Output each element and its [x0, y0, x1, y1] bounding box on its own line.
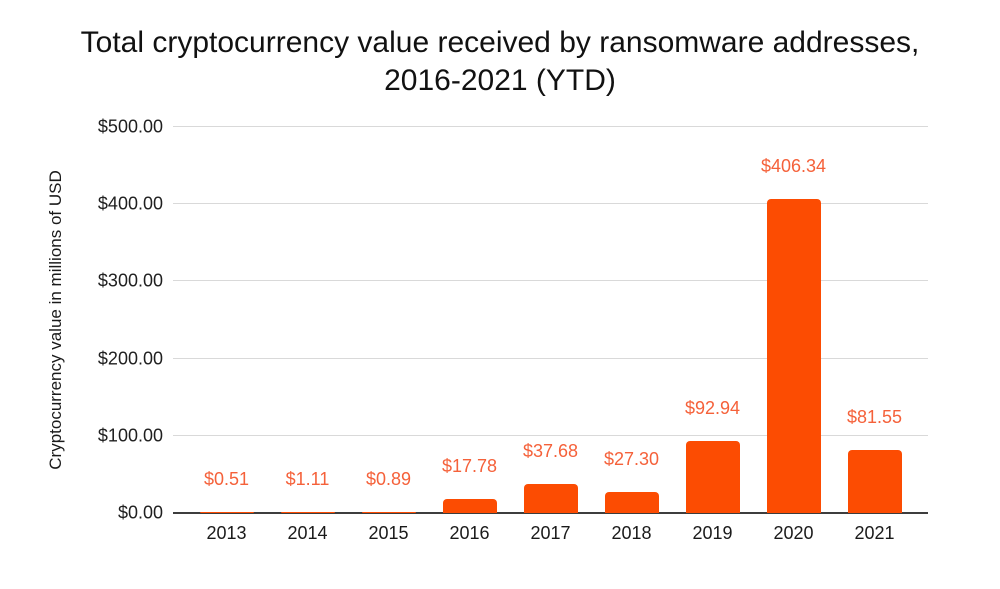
x-tick-label: 2014	[287, 523, 328, 543]
gridline	[173, 357, 928, 359]
bar-value-label: $27.30	[603, 449, 660, 469]
bar-slot: $17.78 2016	[429, 127, 510, 543]
bar-value-label: $0.51	[203, 469, 250, 489]
bar-2020	[766, 199, 821, 513]
bar-value-label: $1.11	[285, 469, 330, 489]
x-tick-label: 2016	[449, 523, 490, 543]
bar-2018	[604, 492, 659, 513]
y-axis-title: Cryptocurrency value in millions of USD	[46, 170, 65, 470]
x-tick-label: 2017	[530, 523, 571, 543]
bar-2013	[199, 512, 254, 513]
bar-2015	[361, 512, 416, 513]
bar-value-label: $81.55	[846, 407, 903, 427]
y-tick-label: $400.00	[97, 193, 163, 214]
plot-area: $0.00 $100.00 $200.00 $300.00 $400.00 $500.00…	[98, 117, 928, 543]
y-tick-label: $300.00	[97, 270, 163, 291]
bar-slot: $406.34 2020	[753, 127, 834, 543]
y-tick-label: $100.00	[97, 425, 163, 446]
gridline	[173, 203, 928, 205]
bar-slot: $81.55 2021	[834, 127, 915, 543]
bar-2014	[280, 512, 335, 513]
x-tick-label: 2021	[854, 523, 895, 543]
bar-2021	[847, 450, 902, 513]
bar-slot: $0.89 2015	[348, 127, 429, 543]
y-tick-label: $200.00	[97, 348, 163, 369]
gridline	[173, 434, 928, 436]
x-axis-line	[173, 512, 928, 514]
bar-value-label: $37.68	[522, 441, 579, 461]
bar-slot: $37.68 2017	[510, 127, 591, 543]
x-tick-label: 2015	[368, 523, 409, 543]
bar-2017	[523, 484, 578, 513]
gridline	[173, 280, 928, 282]
chart-title-line-1: Total cryptocurrency value received by r…	[80, 26, 920, 59]
x-tick-label: 2020	[773, 523, 814, 543]
chart-title: Total cryptocurrency value received by r…	[0, 24, 1000, 100]
x-tick-label: 2018	[611, 523, 652, 543]
chart-title-line-2: 2016-2021 (YTD)	[384, 64, 616, 97]
gridline	[173, 126, 928, 127]
y-tick-label: $500.00	[97, 116, 163, 137]
bar-2016	[442, 499, 497, 513]
bar-slot: $1.11 2014	[267, 127, 348, 543]
bar-value-label: $0.89	[365, 469, 412, 489]
x-tick-label: 2019	[692, 523, 733, 543]
bar-2019	[685, 441, 740, 513]
y-tick-label: $0.00	[117, 502, 163, 523]
bar-slot: $0.51 2013	[186, 127, 267, 543]
bars-layer: $0.51 2013 $1.11 2014 $0.89 2015 $17.78 2016 $37…	[173, 127, 928, 543]
bar-value-label: $406.34	[760, 156, 827, 176]
bar-slot: $27.30 2018	[591, 127, 672, 543]
bar-slot: $92.94 2019	[672, 127, 753, 543]
bar-value-label: $92.94	[684, 398, 741, 418]
x-tick-label: 2013	[206, 523, 247, 543]
bar-value-label: $17.78	[441, 456, 498, 476]
